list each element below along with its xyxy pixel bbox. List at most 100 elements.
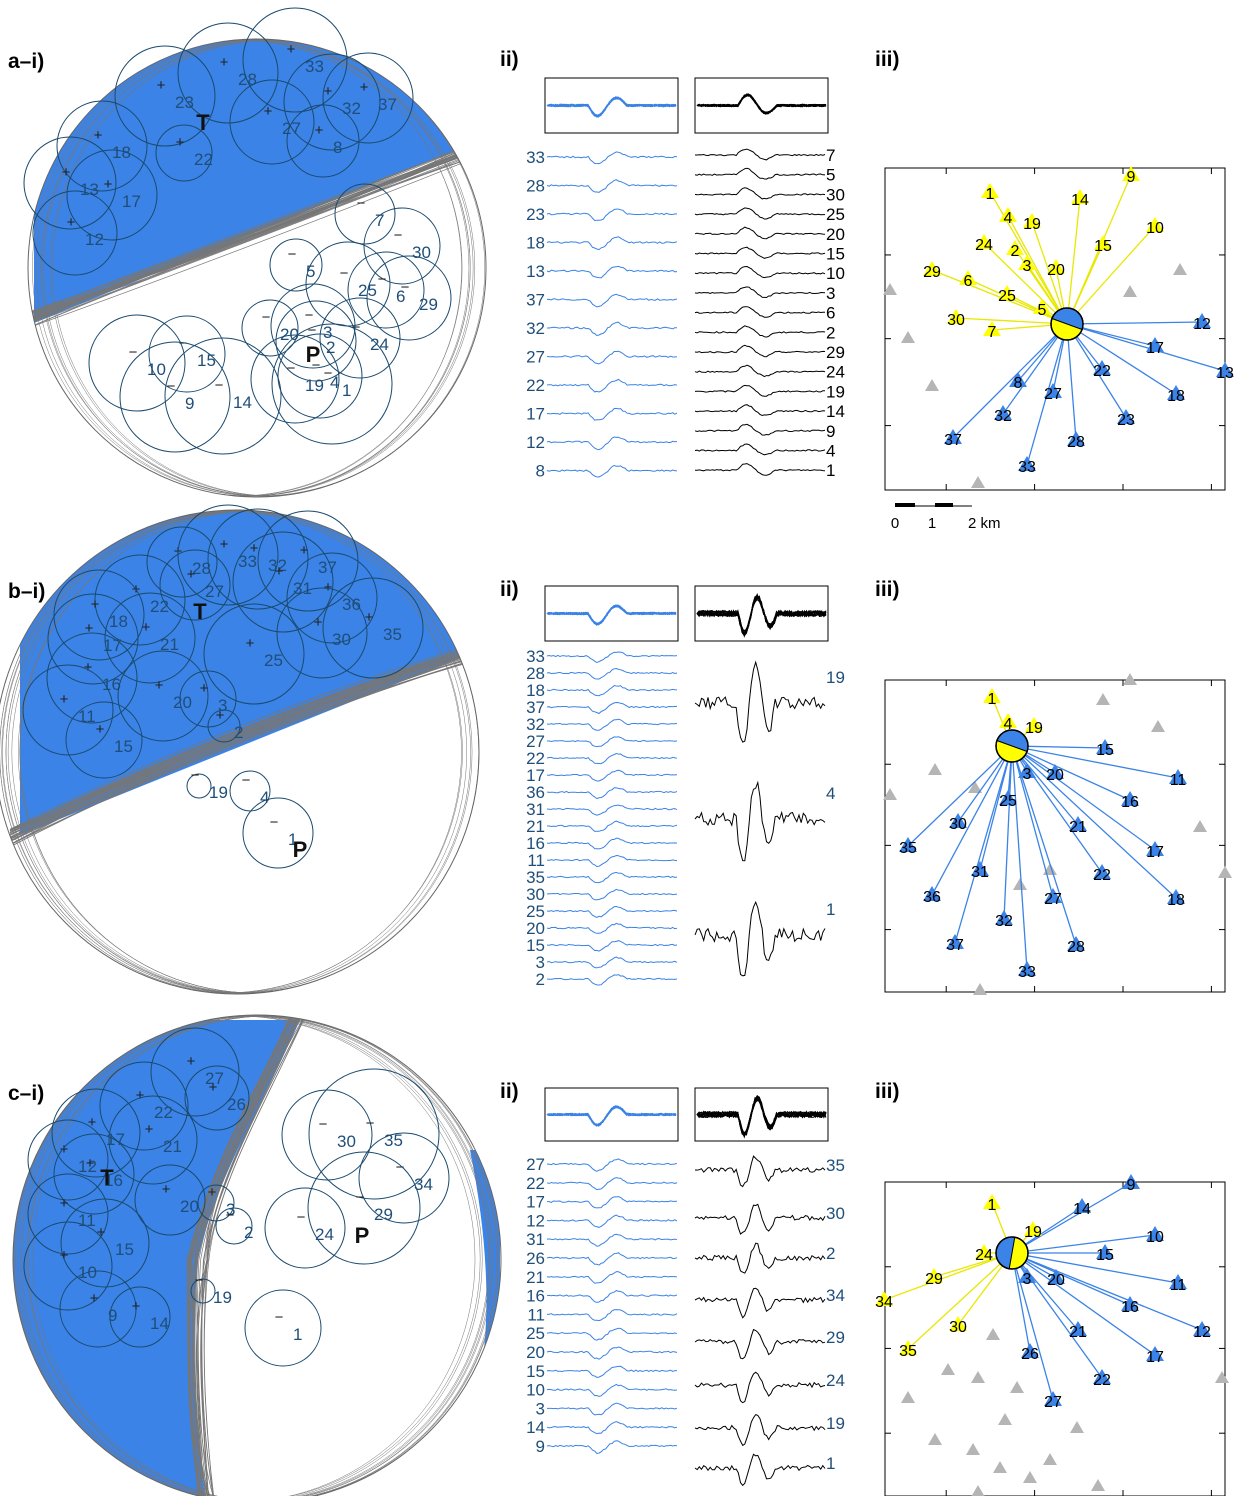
trace-label-compressional: 15 xyxy=(526,936,545,955)
station-marker xyxy=(975,234,993,249)
station-label: 17 xyxy=(1146,844,1164,861)
polarity-sign: − xyxy=(312,357,321,374)
station-label: 20 xyxy=(1047,1272,1065,1289)
scale-segment xyxy=(935,503,953,507)
dilatational-trace xyxy=(694,1371,826,1404)
polarity-sign: + xyxy=(132,1298,141,1315)
trace-label-compressional: 28 xyxy=(526,177,545,196)
polarity-sign: − xyxy=(366,1115,375,1132)
station-marker xyxy=(999,713,1017,728)
trace-label-compressional: 27 xyxy=(526,348,545,367)
ray-path xyxy=(1011,745,1156,851)
compressional-trace xyxy=(546,151,678,165)
station-marker xyxy=(1018,255,1036,270)
station-label: 28 xyxy=(1067,434,1085,451)
uncertainty-circle xyxy=(150,1027,240,1117)
trace-label-compressional: 33 xyxy=(526,148,545,167)
polarity-15: +15 xyxy=(60,1198,150,1288)
polarity-12: +12 xyxy=(32,190,118,276)
compressional-trace xyxy=(546,701,678,715)
uncertainty-circle xyxy=(27,1119,109,1201)
polarity-sign: + xyxy=(209,1079,218,1096)
trace-label-compressional: 22 xyxy=(526,1174,545,1193)
trace-label-dilatational: 9 xyxy=(826,422,835,441)
unused-station-marker xyxy=(1043,1453,1057,1465)
trace-label-compressional: 37 xyxy=(526,698,545,717)
unused-station-marker xyxy=(928,763,942,775)
trace-label-compressional: 37 xyxy=(526,291,545,310)
polarity-18: +18 xyxy=(56,100,148,192)
polarity-sign: + xyxy=(90,1290,99,1307)
station-label: 29 xyxy=(374,1205,393,1224)
stacked-compressional-trace xyxy=(546,605,677,624)
trace-label-dilatational: 4 xyxy=(826,442,835,461)
station-label: 35 xyxy=(899,1343,917,1360)
compressional-trace xyxy=(546,871,678,884)
unused-station-marker xyxy=(1151,720,1165,732)
station-label: 6 xyxy=(396,287,405,306)
station-label: 37 xyxy=(378,95,397,114)
station-label: 27 xyxy=(205,1069,224,1088)
polarity-3: +3 xyxy=(197,1184,235,1222)
station-marker xyxy=(981,183,999,198)
station-label: 17 xyxy=(122,192,141,211)
unused-station-marker xyxy=(925,379,939,391)
station-label: 1 xyxy=(988,691,997,708)
station-label: 37 xyxy=(944,432,962,449)
polarity-sign: − xyxy=(401,279,410,296)
ray-path xyxy=(983,242,1068,325)
epicenter-beachball xyxy=(995,1236,1029,1270)
pole-T-label: T xyxy=(193,599,207,624)
station-marker xyxy=(1093,360,1111,375)
uncertainty-circle xyxy=(229,770,271,812)
station-label: 8 xyxy=(333,138,342,157)
station-marker xyxy=(971,861,989,876)
polarity-24: −24 xyxy=(264,1187,346,1269)
polarity-33: +33 xyxy=(242,7,348,113)
station-label: 27 xyxy=(205,582,224,601)
panel-label-i: c–i) xyxy=(8,1082,44,1105)
station-label: 31 xyxy=(971,864,989,881)
trace-label-dilatational: 24 xyxy=(826,1371,845,1390)
polarity-sign: + xyxy=(94,127,103,144)
polarity-11: +11 xyxy=(22,664,114,756)
station-label: 9 xyxy=(1127,169,1136,186)
polarity-sign: − xyxy=(195,1272,204,1289)
trace-label-dilatational: 19 xyxy=(826,1414,845,1433)
polarity-sign: + xyxy=(275,563,284,580)
station-marker xyxy=(1169,1274,1187,1289)
uncertainty-circle xyxy=(186,773,212,799)
dilatational-trace xyxy=(694,246,826,259)
polarity-3: −3 xyxy=(270,283,356,369)
trace-label-compressional: 28 xyxy=(526,664,545,683)
station-label: 19 xyxy=(209,783,228,802)
polarity-21: +21 xyxy=(104,592,196,684)
trace-label-compressional: 15 xyxy=(526,1362,545,1381)
station-label: 15 xyxy=(114,737,133,756)
dilatational-trace xyxy=(694,1155,826,1188)
uncertainty-circle xyxy=(250,334,340,424)
station-label: 34 xyxy=(414,1175,433,1194)
nodal-plane-line xyxy=(28,132,486,316)
polarity-7: −7 xyxy=(334,183,396,245)
station-label: 9 xyxy=(185,394,194,413)
ray-path xyxy=(1011,745,1179,779)
station-marker xyxy=(1146,217,1164,232)
uncertainty-circle xyxy=(197,1184,235,1222)
station-label: 36 xyxy=(923,889,941,906)
polarity-10: −10 xyxy=(88,314,186,412)
panel-label-ii: ii) xyxy=(500,578,519,601)
station-label: 23 xyxy=(175,93,194,112)
stacked-compressional-box xyxy=(544,1087,679,1142)
scale-segment xyxy=(895,503,915,507)
station-label: 3 xyxy=(1023,1271,1032,1288)
uncertainty-circle xyxy=(307,1151,421,1265)
station-marker xyxy=(923,261,941,276)
unused-station-marker xyxy=(1023,1471,1037,1483)
panel-a: +23+28+33+32+37+27 +8+22+18+13 +17+12−7−30… xyxy=(8,7,1234,498)
station-marker xyxy=(1096,739,1114,754)
polarity-sign: + xyxy=(60,1247,69,1264)
trace-label-compressional: 21 xyxy=(526,817,545,836)
stacked-dilatational-trace xyxy=(696,94,827,114)
